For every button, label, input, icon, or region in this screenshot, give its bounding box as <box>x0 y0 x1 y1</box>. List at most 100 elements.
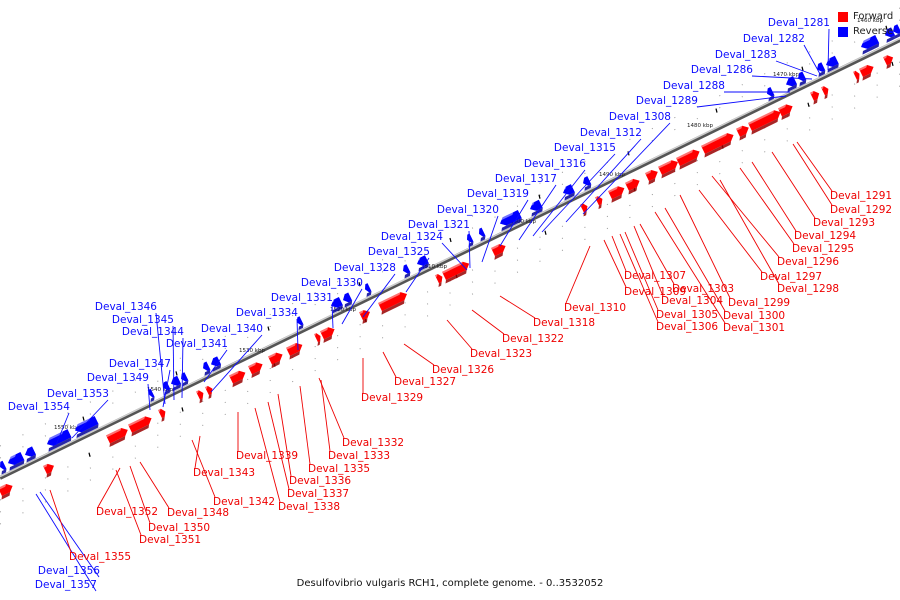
reverse-gene-label[interactable]: Deval_1316 <box>524 158 586 237</box>
reverse-gene-label[interactable]: Deval_1324 <box>381 231 468 271</box>
reverse-gene-label[interactable]: Deval_1286 <box>691 64 813 80</box>
forward-gene-label[interactable]: Deval_1327 <box>382 351 456 388</box>
forward-gene-label[interactable]: Deval_1293 <box>771 151 875 229</box>
reverse-gene[interactable] <box>496 209 523 232</box>
reverse-gene-label[interactable]: Deval_1289 <box>636 95 787 108</box>
reverse-gene-label[interactable]: Deval_1334 <box>236 307 299 351</box>
forward-gene-label[interactable]: Deval_1304 <box>633 225 723 307</box>
reverse-gene[interactable] <box>881 27 896 43</box>
reverse-gene-label[interactable]: Deval_1321 <box>408 219 471 269</box>
forward-gene[interactable] <box>808 89 822 105</box>
reverse-gene[interactable] <box>4 452 25 471</box>
forward-gene[interactable] <box>489 242 509 260</box>
forward-gene-label[interactable]: Deval_1350 <box>129 465 210 534</box>
forward-gene[interactable] <box>643 168 661 185</box>
forward-gene-label[interactable]: Deval_1298 <box>719 179 839 295</box>
forward-gene-label[interactable]: Deval_1336 <box>277 393 351 487</box>
forward-gene-label[interactable]: Deval_1299 <box>679 194 790 309</box>
forward-gene-label[interactable]: Deval_1296 <box>711 175 839 268</box>
forward-gene-label[interactable]: Deval_1337 <box>267 401 349 500</box>
forward-gene-label[interactable]: Deval_1306 <box>619 233 718 333</box>
forward-gene-label[interactable]: Deval_1318 <box>499 295 595 329</box>
forward-gene-label[interactable]: Deval_1291 <box>796 141 892 202</box>
forward-gene-label[interactable]: Deval_1292 <box>792 143 892 216</box>
reverse-gene-label[interactable]: Deval_1308 <box>582 111 671 215</box>
reverse-gene[interactable] <box>293 316 305 331</box>
forward-gene[interactable] <box>746 108 784 135</box>
reverse-gene-label[interactable]: Deval_1353 <box>47 388 109 439</box>
forward-gene-label[interactable]: Deval_1339 <box>236 412 298 462</box>
reverse-gene-label[interactable]: Deval_1320 <box>437 204 499 263</box>
forward-gene[interactable] <box>606 184 627 203</box>
forward-gene[interactable] <box>440 260 472 284</box>
forward-gene[interactable] <box>203 385 215 399</box>
reverse-gene-label[interactable]: Deval_1347 <box>109 358 171 408</box>
forward-gene[interactable] <box>734 124 752 141</box>
forward-gene-label[interactable]: Deval_1352 <box>96 467 158 518</box>
reverse-gene-label[interactable]: Deval_1282 <box>743 33 821 75</box>
forward-gene-label[interactable]: Deval_1332 <box>318 377 404 449</box>
forward-gene[interactable] <box>857 63 877 81</box>
forward-gene-label[interactable]: Deval_1338 <box>254 407 340 513</box>
forward-gene-label[interactable]: Deval_1310 <box>564 245 626 314</box>
forward-gene-label[interactable]: Deval_1307 <box>611 235 686 282</box>
forward-gene[interactable] <box>376 290 410 315</box>
forward-gene[interactable] <box>104 426 131 448</box>
reverse-gene-label[interactable]: Deval_1356 <box>38 491 100 578</box>
forward-gene[interactable] <box>312 332 324 346</box>
forward-gene[interactable] <box>41 462 57 478</box>
reverse-gene-label[interactable]: Deval_1341 <box>166 338 228 383</box>
forward-gene[interactable] <box>776 102 796 121</box>
reverse-gene-label[interactable]: Deval_1344 <box>122 326 184 399</box>
forward-gene-label[interactable]: Deval_1297 <box>698 189 822 283</box>
reverse-gene[interactable] <box>782 76 798 93</box>
reverse-gene-label[interactable]: Deval_1340 <box>201 323 263 393</box>
reverse-gene-label[interactable]: Deval_1354 <box>8 401 70 446</box>
forward-gene[interactable] <box>227 369 248 388</box>
forward-gene-label[interactable]: Deval_1333 <box>320 379 390 462</box>
forward-gene-label[interactable]: Deval_1326 <box>403 343 494 376</box>
forward-gene-label[interactable]: Deval_1335 <box>299 385 370 475</box>
forward-gene[interactable] <box>433 273 445 287</box>
forward-gene-label[interactable]: Deval_1355 <box>49 489 131 563</box>
reverse-gene[interactable] <box>339 292 353 308</box>
reverse-gene-label[interactable]: Deval_1357 <box>35 493 97 592</box>
reverse-gene-label[interactable]: Deval_1328 <box>334 262 396 318</box>
reverse-gene[interactable] <box>0 460 8 475</box>
reverse-gene-label[interactable]: Deval_1288 <box>663 80 790 93</box>
reverse-gene[interactable] <box>21 446 37 463</box>
forward-gene-label[interactable]: Deval_1329 <box>361 358 423 404</box>
reverse-gene[interactable] <box>475 227 487 242</box>
reverse-gene-label[interactable]: Deval_1331 <box>271 292 334 329</box>
forward-gene-label[interactable]: Deval_1309 <box>603 239 686 298</box>
forward-gene-label[interactable]: Deval_1323 <box>446 319 532 360</box>
reverse-gene-label[interactable]: Deval_1330 <box>301 277 363 325</box>
reverse-gene-label[interactable]: Deval_1325 <box>368 246 430 293</box>
forward-gene[interactable] <box>246 360 266 378</box>
forward-gene-label[interactable]: Deval_1348 <box>139 461 229 519</box>
reverse-gene-label[interactable]: Deval_1346 <box>95 301 166 405</box>
forward-gene-label[interactable]: Deval_1322 <box>471 309 564 345</box>
forward-gene[interactable] <box>819 85 831 100</box>
forward-gene[interactable] <box>578 202 590 217</box>
forward-gene-label[interactable]: Deval_1343 <box>193 435 255 479</box>
forward-gene-label[interactable]: Deval_1294 <box>751 161 856 242</box>
forward-gene-label[interactable]: Deval_1295 <box>739 167 854 255</box>
reverse-gene[interactable] <box>207 356 222 372</box>
reverse-gene[interactable] <box>361 283 373 297</box>
forward-gene[interactable] <box>851 70 863 84</box>
forward-gene[interactable] <box>674 147 703 170</box>
forward-gene[interactable] <box>156 407 168 422</box>
reverse-gene[interactable] <box>327 297 344 314</box>
forward-gene[interactable] <box>357 308 373 324</box>
forward-gene[interactable] <box>318 325 338 343</box>
forward-gene-label[interactable]: Deval_1342 <box>191 439 275 508</box>
reverse-gene-label[interactable]: Deval_1345 <box>112 314 175 401</box>
reverse-gene-label[interactable]: Deval_1312 <box>565 127 642 223</box>
forward-gene[interactable] <box>194 389 206 404</box>
forward-gene-label[interactable]: Deval_1305 <box>624 231 718 321</box>
forward-gene[interactable] <box>593 195 605 210</box>
forward-gene[interactable] <box>699 131 737 158</box>
reverse-gene[interactable] <box>399 264 411 279</box>
reverse-gene[interactable] <box>199 361 211 376</box>
